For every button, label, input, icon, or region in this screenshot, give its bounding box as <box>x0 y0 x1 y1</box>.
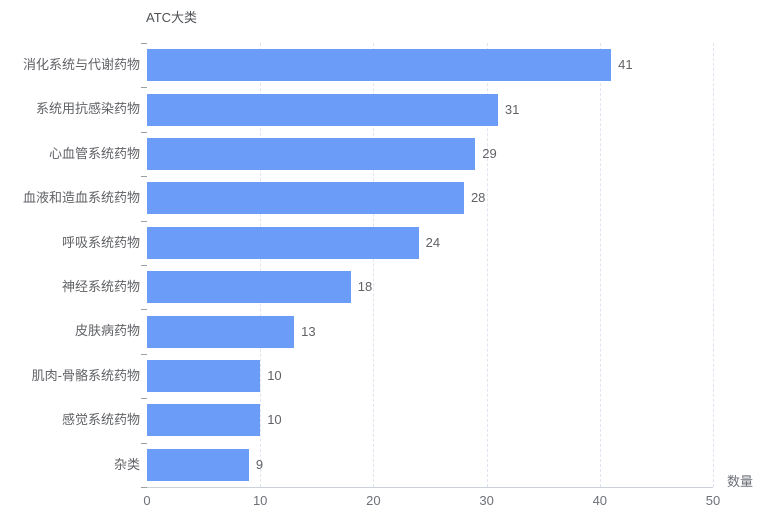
x-tick-label-30: 30 <box>479 493 494 508</box>
value-label: 18 <box>357 279 373 295</box>
bar-2[interactable] <box>147 93 498 126</box>
y-axis-tick <box>141 442 147 444</box>
value-label: 10 <box>267 368 282 383</box>
x-tick-label-40: 40 <box>592 493 608 508</box>
category-label: 神经系统药物 <box>61 279 140 294</box>
bar-1[interactable] <box>147 49 612 82</box>
category-label: 消化系统与代谢药物 <box>22 57 140 72</box>
plot-area: 41 31 29 28 24 18 13 10 10 9 <box>147 43 714 488</box>
y-axis-tick <box>141 309 147 311</box>
category-label: 肌肉-骨骼系统药物 <box>31 367 140 383</box>
y-axis-tick <box>141 131 147 133</box>
value-label: 29 <box>482 146 497 161</box>
y-axis-tick <box>141 220 147 222</box>
gridline-x-30 <box>486 43 488 487</box>
gridline-x-10 <box>260 43 262 487</box>
bar-6[interactable] <box>147 271 351 304</box>
bar-5[interactable] <box>147 226 419 259</box>
y-axis-tick <box>141 487 147 488</box>
bar-8[interactable] <box>147 360 261 392</box>
value-label: 13 <box>301 323 316 339</box>
x-axis-name: 数量 <box>727 474 754 489</box>
gridline-x-50 <box>713 43 714 487</box>
category-label: 杂类 <box>113 456 140 472</box>
y-axis-tick <box>141 87 147 89</box>
category-label: 呼吸系统药物 <box>61 234 140 250</box>
bar-10[interactable] <box>147 448 249 481</box>
bar-3[interactable] <box>147 138 476 170</box>
gridline-x-40 <box>599 43 601 487</box>
value-label: 24 <box>425 234 441 250</box>
x-tick-label-20: 20 <box>366 493 381 508</box>
y-axis-tick <box>141 353 147 355</box>
category-label: 皮肤病药物 <box>74 323 140 339</box>
category-label: 心血管系统药物 <box>48 145 140 161</box>
bar-4[interactable] <box>147 182 464 215</box>
gridline-x-20 <box>373 43 375 487</box>
y-axis-tick <box>141 398 147 400</box>
value-label: 10 <box>267 412 282 428</box>
bar-9[interactable] <box>147 404 261 437</box>
category-label: 血液和造血系统药物 <box>22 190 140 206</box>
category-label: 系统用抗感染药物 <box>35 101 140 117</box>
y-axis-tick <box>141 265 147 266</box>
chart-title: ATC大类 <box>146 10 198 25</box>
value-label: 9 <box>255 456 264 472</box>
category-label: 感觉系统药物 <box>61 412 140 428</box>
y-axis-tick <box>141 43 147 44</box>
value-label: 41 <box>618 57 633 73</box>
value-label: 28 <box>470 190 486 206</box>
x-tick-label-50: 50 <box>705 493 721 508</box>
x-tick-label-0: 0 <box>143 493 151 508</box>
value-label: 31 <box>504 101 520 117</box>
y-axis-tick <box>141 176 147 178</box>
bar-7[interactable] <box>147 315 295 348</box>
x-tick-label-10: 10 <box>252 493 268 508</box>
